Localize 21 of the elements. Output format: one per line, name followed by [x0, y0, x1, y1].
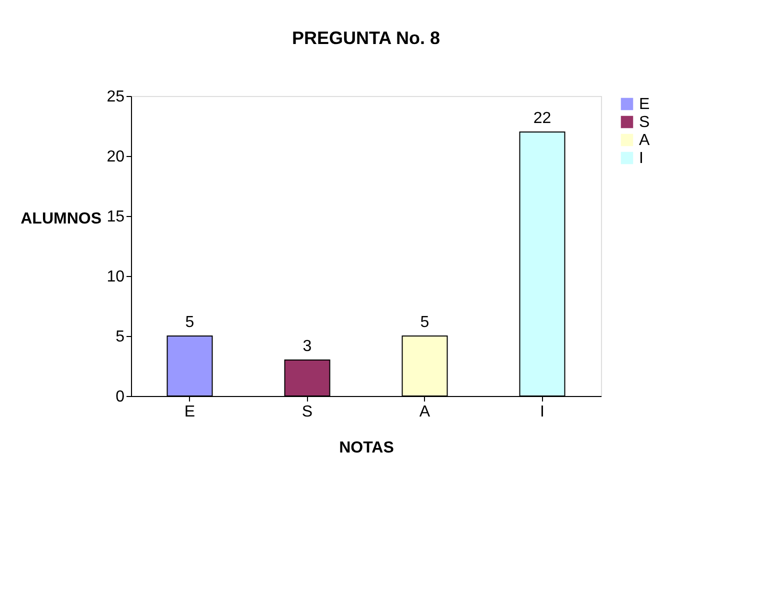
- data-label: 5: [185, 314, 194, 331]
- legend-label: S: [639, 114, 650, 131]
- y-tick-label: 25: [106, 88, 125, 106]
- chart-title: PREGUNTA No. 8: [292, 28, 440, 48]
- x-tick-label: S: [302, 404, 313, 420]
- y-tick-label: 20: [106, 148, 125, 166]
- legend-label: I: [639, 150, 644, 167]
- x-tick-label: A: [419, 404, 430, 420]
- legend-label: A: [639, 132, 650, 149]
- data-label: 22: [533, 110, 552, 127]
- y-axis-title: ALUMNOS: [20, 210, 102, 228]
- y-tick-label: 0: [116, 388, 125, 406]
- data-label: 5: [420, 314, 430, 331]
- y-tick-label: 10: [106, 268, 125, 286]
- x-tick-label: I: [540, 404, 544, 420]
- x-axis-title: NOTAS: [339, 440, 394, 456]
- data-label: 3: [302, 338, 312, 355]
- y-tick-label: 5: [116, 328, 125, 346]
- y-tick-label: 15: [106, 208, 125, 226]
- legend-label: E: [639, 96, 650, 113]
- x-tick-label: E: [184, 404, 196, 420]
